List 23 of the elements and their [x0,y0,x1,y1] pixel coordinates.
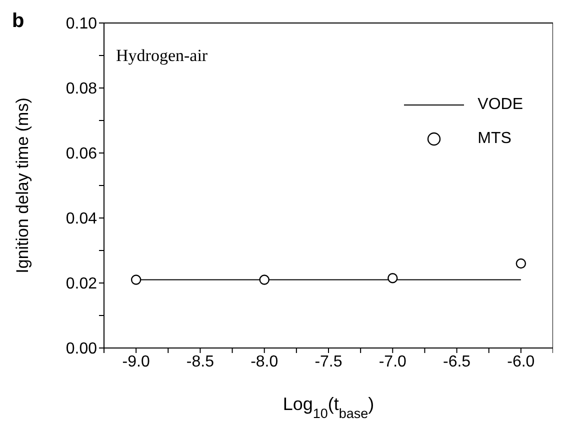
y-axis-title: Ignition delay time (ms) [13,98,32,274]
point [259,274,270,285]
y-tick-label: 0.08 [66,80,98,98]
x-tick-label: -7.5 [314,353,342,370]
annotation: Hydrogen-air [116,46,208,66]
legend-label: VODE [478,96,523,114]
x-tick-label: -6.5 [442,353,471,370]
point [388,273,398,284]
x-tick-label: -6.0 [507,353,535,370]
y-tick-label: 0.10 [66,16,98,33]
text: b [12,10,24,33]
x-tick-label: -9.0 [122,353,150,370]
y-tick-label: 0.06 [66,146,98,163]
y-tick-label: 0.04 [66,210,98,228]
x-tick-label: -7.0 [378,353,407,370]
y-tick-label: 0.02 [66,276,98,293]
y-tick-label: 0.00 [66,340,98,358]
x-axis-title: Log$_{10}$(t$_{base}$) [282,394,374,420]
point [130,274,142,285]
x-tick-label: -8.5 [186,353,214,370]
point [516,258,526,269]
x-tick-label: -8.0 [250,353,278,370]
legend-label: MTS [478,130,512,148]
